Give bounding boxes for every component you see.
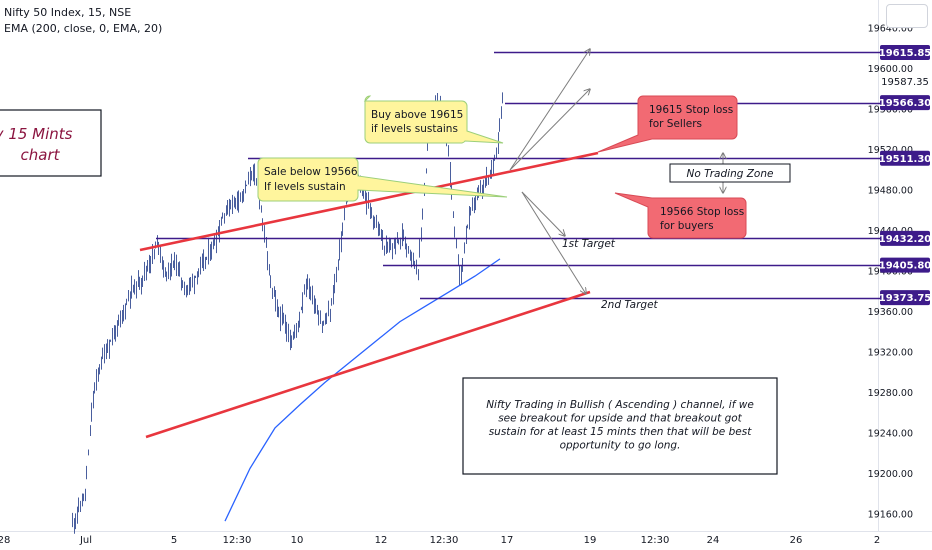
stop-loss-sellers-line2: for Sellers xyxy=(649,118,702,130)
price-badge-value: 19587.35 xyxy=(881,77,929,88)
x-tick-label: 17 xyxy=(501,535,514,546)
stop-loss-buyers-box xyxy=(614,192,747,239)
x-tick-label: 26 xyxy=(790,535,803,546)
price-badge-value: 19373.75 xyxy=(879,293,932,304)
analysis-note-line: Nifty Trading in Bullish ( Ascending ) c… xyxy=(486,399,754,411)
stop-loss-buyers-line2: for buyers xyxy=(660,220,714,232)
target-arrow xyxy=(509,49,590,171)
sale-callout-line1: Sale below 19566 xyxy=(264,166,358,178)
x-tick-label: 24 xyxy=(707,535,720,546)
price-badge xyxy=(880,290,930,306)
chart-title: Nifty 50 Index, 15, NSE xyxy=(4,6,132,19)
side-title-box xyxy=(0,109,102,177)
x-tick-label: 10 xyxy=(291,535,304,546)
y-tick-label: 19520.00 xyxy=(868,145,913,156)
downside-target-2-label: 2nd Target xyxy=(601,299,659,311)
target-arrow xyxy=(509,89,590,171)
y-tick-label: 19480.00 xyxy=(868,186,913,197)
x-tick-label: Jul xyxy=(79,535,92,546)
top-right-button[interactable] xyxy=(886,4,928,28)
target-arrow xyxy=(521,191,586,294)
ema-200-line xyxy=(224,258,501,522)
x-tick-label: 12:30 xyxy=(430,535,459,546)
stop-loss-sellers-line1: 19615 Stop loss xyxy=(649,104,733,116)
buy-callout-line2: if levels sustains xyxy=(371,123,458,135)
y-tick-label: 19640.00 xyxy=(868,24,913,35)
y-tick-label: 19240.00 xyxy=(868,429,913,440)
x-tick-label: 19 xyxy=(584,535,597,546)
x-tick-label: 2 xyxy=(874,535,880,546)
channel-upper-line xyxy=(139,151,599,252)
side-title-line2: chart xyxy=(21,146,61,164)
buy-callout-box xyxy=(363,95,504,144)
price-badge-value: 19511.30 xyxy=(879,154,932,165)
stop-loss-buyers-line1: 19566 Stop loss xyxy=(660,206,744,218)
price-badge xyxy=(880,257,930,273)
side-title-line1: fty 15 Mints xyxy=(0,125,73,143)
target-arrow xyxy=(521,191,565,236)
x-tick-label: 5 xyxy=(171,535,177,546)
price-badge-value: 19615.85 xyxy=(879,48,932,59)
x-tick-label: 12:30 xyxy=(641,535,670,546)
price-badge xyxy=(880,95,930,111)
x-tick-label: 12:30 xyxy=(223,535,252,546)
analysis-note-line: sustain for at least 15 mints then that … xyxy=(489,426,753,438)
sale-callout-box xyxy=(257,157,508,202)
y-tick-label: 19160.00 xyxy=(868,510,913,521)
sale-callout-line2: If levels sustain xyxy=(264,181,346,193)
analysis-note-line: opportunity to go long. xyxy=(560,440,681,452)
analysis-note-box xyxy=(462,377,778,475)
x-tick-label: 28 xyxy=(0,535,10,546)
price-badge xyxy=(880,44,930,60)
y-tick-label: 19200.00 xyxy=(868,469,913,480)
x-tick-label: 12 xyxy=(375,535,388,546)
price-badge xyxy=(880,150,930,166)
price-badge xyxy=(880,230,930,246)
no-trading-zone-label: No Trading Zone xyxy=(687,168,774,180)
buy-callout-line1: Buy above 19615 xyxy=(371,109,463,121)
y-tick-label: 19280.00 xyxy=(868,388,913,399)
price-badge-value: 19432.20 xyxy=(879,234,932,245)
analysis-note-line: see breakout for upside and that breakou… xyxy=(498,413,742,425)
y-tick-label: 19600.00 xyxy=(868,64,913,75)
stop-loss-sellers-box xyxy=(597,95,738,153)
price-badge-value: 19566.30 xyxy=(879,98,932,109)
price-badge-value: 19405.80 xyxy=(879,261,932,272)
y-tick-label: 19320.00 xyxy=(868,348,913,359)
channel-lower-line xyxy=(145,290,591,439)
no-trading-zone-box xyxy=(669,163,791,183)
downside-target-1-label: 1st Target xyxy=(562,238,616,250)
y-tick-label: 19360.00 xyxy=(868,307,913,318)
ema-indicator-legend: EMA (200, close, 0, EMA, 20) xyxy=(4,22,163,35)
